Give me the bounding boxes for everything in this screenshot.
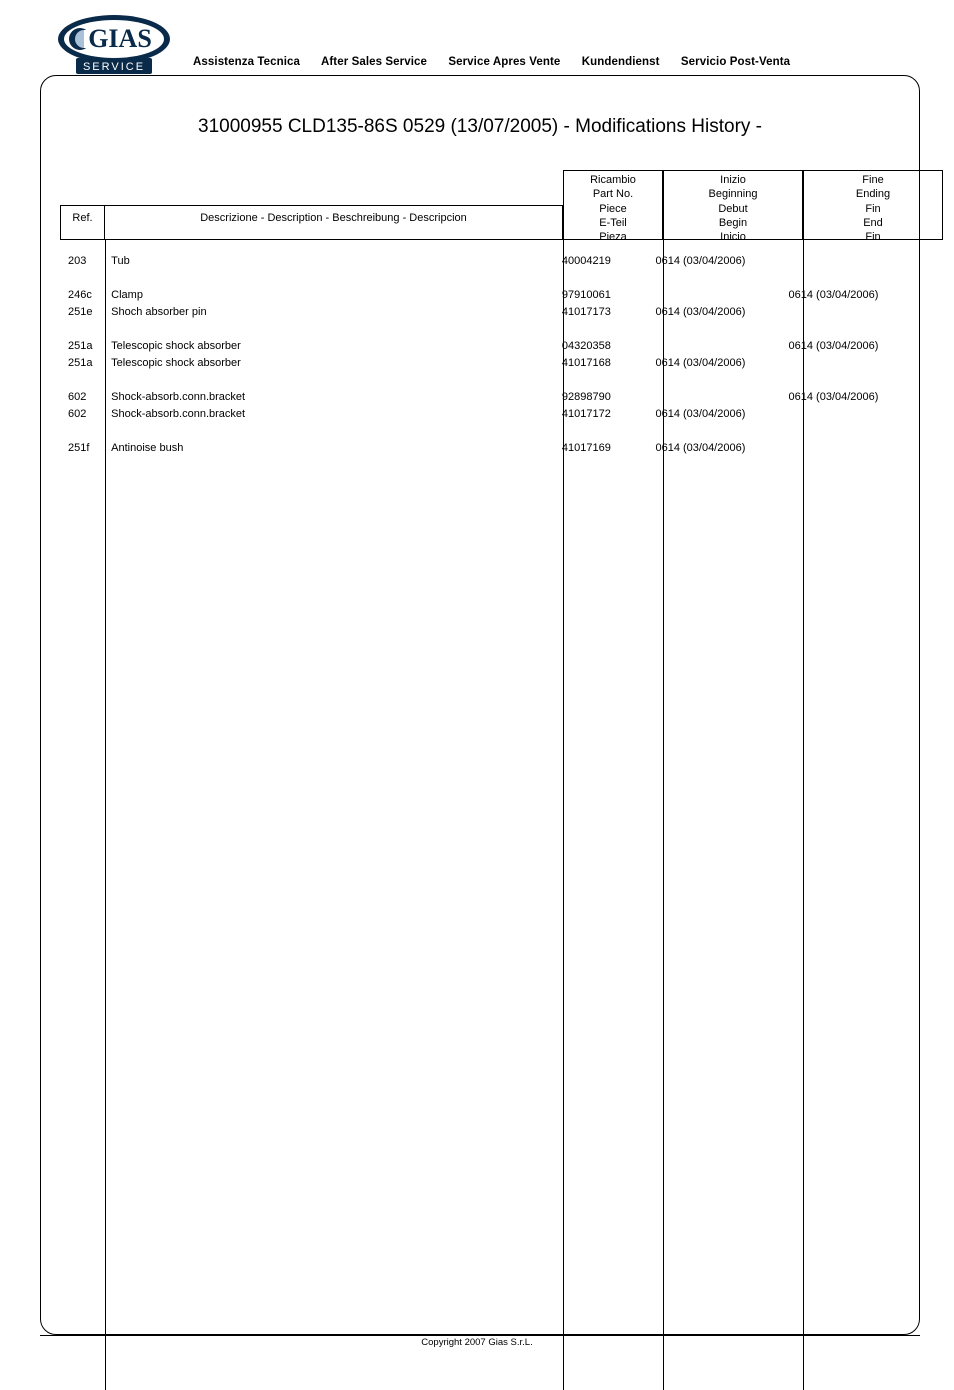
- cell-desc: Shock-absorb.conn.bracket: [103, 408, 539, 420]
- table-row: 251aTelescopic shock absorber41017168061…: [60, 354, 900, 371]
- cell-end: 0614 (03/04/2006): [767, 289, 900, 301]
- cell-part: 92898790: [539, 391, 634, 403]
- h-fine-4: Fin: [804, 230, 942, 244]
- cell-part: 41017173: [539, 306, 634, 318]
- h-inizio-2: Debut: [664, 202, 802, 216]
- logo-text-gias: GIAS: [88, 24, 152, 53]
- gias-logo: GIAS SERVICE: [54, 14, 174, 82]
- h-inizio-4: Inicio: [664, 230, 802, 244]
- cell-desc: Antinoise bush: [103, 442, 539, 454]
- h-fine-3: End: [804, 216, 942, 230]
- h-ricambio-3: E-Teil: [564, 216, 662, 230]
- table-row-gap: [60, 320, 900, 337]
- cell-begin: 0614 (03/04/2006): [634, 306, 767, 318]
- footer-copyright: Copyright 2007 Gias S.r.L.: [0, 1337, 954, 1348]
- page: GIAS SERVICE Assistenza Tecnica After Sa…: [0, 0, 954, 1351]
- cell-desc: Shoch absorber pin: [103, 306, 539, 318]
- table-row-gap: [60, 371, 900, 388]
- cell-desc: Clamp: [103, 289, 539, 301]
- cell-desc: Telescopic shock absorber: [103, 340, 539, 352]
- table-row: 251eShoch absorber pin410171730614 (03/0…: [60, 303, 900, 320]
- h-inizio-1: Beginning: [664, 187, 802, 201]
- h-ricambio-4: Pieza: [564, 230, 662, 244]
- table-row: 203Tub400042190614 (03/04/2006): [60, 252, 900, 269]
- cell-desc: Shock-absorb.conn.bracket: [103, 391, 539, 403]
- rows-container: 203Tub400042190614 (03/04/2006)246cClamp…: [60, 252, 900, 456]
- col-head-fine: Fine Ending Fin End Fin: [803, 170, 943, 240]
- logo-text-service: SERVICE: [83, 61, 145, 73]
- table-row: 602Shock-absorb.conn.bracket92898790 0614…: [60, 388, 900, 405]
- cell-end: 0614 (03/04/2006): [767, 340, 900, 352]
- table-row: 602Shock-absorb.conn.bracket410171720614…: [60, 405, 900, 422]
- h-fine-0: Fine: [804, 173, 942, 187]
- cell-ref: 251a: [60, 357, 103, 369]
- h-ricambio-1: Part No.: [564, 187, 662, 201]
- table-row-gap: [60, 269, 900, 286]
- cell-ref: 251f: [60, 442, 103, 454]
- cell-ref: 602: [60, 408, 103, 420]
- col-head-inizio: Inizio Beginning Debut Begin Inicio: [663, 170, 803, 240]
- hdr-apresvente: Service Apres Vente: [448, 56, 560, 68]
- cell-ref: 246c: [60, 289, 103, 301]
- cell-part: 41017169: [539, 442, 634, 454]
- h-ricambio-2: Piece: [564, 202, 662, 216]
- hdr-assistenza: Assistenza Tecnica: [193, 56, 300, 68]
- col-head-descr: Descrizione - Description - Beschreibung…: [105, 205, 563, 240]
- h-fine-2: Fin: [804, 202, 942, 216]
- cell-part: 41017172: [539, 408, 634, 420]
- cell-part: 40004219: [539, 255, 634, 267]
- cell-ref: 602: [60, 391, 103, 403]
- table-row: 251aTelescopic shock absorber04320358 061…: [60, 337, 900, 354]
- h-inizio-0: Inizio: [664, 173, 802, 187]
- cell-ref: 251a: [60, 340, 103, 352]
- col-head-ricambio: Ricambio Part No. Piece E-Teil Pieza: [563, 170, 663, 240]
- cell-part: 41017168: [539, 357, 634, 369]
- cell-begin: 0614 (03/04/2006): [634, 357, 767, 369]
- table-row: 246cClamp97910061 0614 (03/04/2006): [60, 286, 900, 303]
- hdr-aftersales: After Sales Service: [321, 56, 427, 68]
- page-title: 31000955 CLD135-86S 0529 (13/07/2005) - …: [40, 116, 920, 138]
- cell-desc: Tub: [103, 255, 539, 267]
- h-fine-1: Ending: [804, 187, 942, 201]
- cell-part: 04320358: [539, 340, 634, 352]
- cell-ref: 203: [60, 255, 103, 267]
- table-row-gap: [60, 422, 900, 439]
- h-inizio-3: Begin: [664, 216, 802, 230]
- footer-rule: [40, 1335, 920, 1336]
- cell-ref: 251e: [60, 306, 103, 318]
- col-head-ref: Ref.: [60, 205, 105, 240]
- cell-begin: 0614 (03/04/2006): [634, 255, 767, 267]
- cell-part: 97910061: [539, 289, 634, 301]
- h-ricambio-0: Ricambio: [564, 173, 662, 187]
- footer: Copyright 2007 Gias S.r.L.: [0, 1335, 954, 1351]
- header-service-line: Assistenza Tecnica After Sales Service S…: [193, 56, 790, 68]
- cell-begin: 0614 (03/04/2006): [634, 442, 767, 454]
- cell-desc: Telescopic shock absorber: [103, 357, 539, 369]
- hdr-postventa: Servicio Post-Venta: [681, 56, 790, 68]
- cell-begin: 0614 (03/04/2006): [634, 408, 767, 420]
- cell-end: 0614 (03/04/2006): [767, 391, 900, 403]
- hdr-kundendienst: Kundendienst: [582, 56, 660, 68]
- table-row: 251fAntinoise bush410171690614 (03/04/20…: [60, 439, 900, 456]
